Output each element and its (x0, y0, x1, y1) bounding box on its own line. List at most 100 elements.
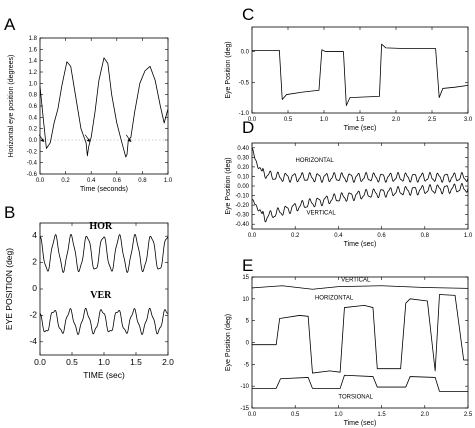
panel-e: E 0.0 0.5 1.0 1.5 2.0 2.5 -15 -10 -5 0 5 10 15 Time (s… (225, 256, 473, 427)
x-tick-label: 1.0 (320, 117, 329, 123)
y-tick-label: -0.40 (235, 222, 249, 228)
x-tick-label: 1.0 (464, 233, 473, 239)
panel-c: C 0.0 0.5 1.0 1.5 2.0 2.5 3.0 -1.0 -0.5 0.0 Time (s… (225, 5, 473, 132)
series-label: TORSIONAL (338, 394, 373, 400)
y-tick-label: 0.0 (29, 138, 38, 144)
series-line (252, 374, 468, 392)
y-tick-label: -0.2 (27, 149, 38, 155)
x-tick-label: 2.0 (162, 357, 174, 367)
y-tick-label: 0.00 (237, 184, 249, 190)
x-axis-label: Time (sec) (344, 420, 377, 427)
x-tick-label: 0.2 (61, 178, 70, 184)
x-tick-label: 2.5 (464, 412, 473, 418)
y-tick-label: 0.10 (237, 174, 249, 180)
x-tick-label: 0.8 (138, 178, 147, 184)
y-tick-label: -2 (29, 309, 37, 319)
series-label: VERTICAL (307, 211, 337, 217)
y-axis-label: Eye Position (deg) (225, 41, 232, 98)
x-tick-label: 0.5 (291, 412, 300, 418)
y-tick-label: 1.4 (29, 59, 38, 65)
y-tick-label: 0.4 (29, 115, 38, 121)
y-tick-label: -0.5 (239, 80, 250, 86)
plot-frame (251, 142, 469, 230)
series-line (252, 294, 468, 374)
y-tick-label: 0.40 (237, 146, 249, 152)
panel-letter: D (242, 118, 254, 137)
x-tick-label: 2.0 (421, 412, 430, 418)
x-tick-label: 0.5 (284, 117, 293, 123)
plot-frame (251, 26, 469, 114)
x-axis-label: TIME (sec) (83, 370, 125, 380)
x-tick-label: 1.5 (356, 117, 365, 123)
y-tick-label: 0.6 (29, 104, 38, 110)
x-tick-label: 0.8 (421, 233, 430, 239)
series-line (252, 43, 469, 107)
y-tick-label: -0.20 (235, 203, 249, 209)
y-tick-label: -10 (240, 384, 249, 390)
series-line (251, 147, 469, 183)
y-axis-label: Eye Position (deg) (225, 314, 232, 371)
x-tick-label: 0.0 (248, 412, 257, 418)
x-tick-label: 1.0 (98, 357, 110, 367)
x-tick-label: 2.0 (392, 117, 401, 123)
y-tick-label: 0 (32, 283, 37, 293)
y-tick-label: 1.0 (29, 81, 38, 87)
x-tick-label: 0.2 (291, 233, 300, 239)
x-tick-label: 0.0 (248, 233, 257, 239)
y-tick-label: 1.8 (29, 36, 38, 42)
x-tick-label: 0.6 (377, 233, 386, 239)
panel-letter: B (4, 203, 15, 222)
x-axis-label: Time (sec) (344, 125, 377, 132)
series-label: HORIZONTAL (315, 296, 354, 302)
panel-a: A 0.0 0.2 0.4 0.6 0.8 1.0 -0.6 -0.4 -0.2 0.0 0.2 0.4… (4, 15, 173, 193)
series-label: VERTICAL (341, 277, 371, 283)
y-tick-label: 0.8 (29, 93, 38, 99)
y-tick-label: 0.30 (237, 155, 249, 161)
series-label: HORIZONTAL (296, 158, 335, 164)
y-tick-label: -0.10 (235, 194, 249, 200)
x-tick-label: 0.5 (66, 357, 78, 367)
x-tick-label: 0.4 (334, 233, 343, 239)
y-tick-label: -15 (240, 406, 249, 412)
x-tick-label: 2.5 (428, 117, 437, 123)
x-tick-label: 0.0 (34, 357, 46, 367)
y-tick-label: 15 (242, 275, 249, 281)
y-tick-label: -0.4 (27, 161, 38, 167)
arrow-head (40, 138, 45, 142)
y-tick-label: 1.6 (29, 47, 38, 53)
panel-letter: C (242, 5, 254, 24)
panel-d: D0.0 0.2 0.4 0.6 0.8 1.0-0.40-0.30-0.20-0.100… (225, 118, 473, 248)
x-tick-label: 3.0 (464, 117, 473, 123)
series-label: VER (90, 290, 112, 301)
y-tick-label: 2 (32, 257, 37, 267)
series-label: HOR (89, 221, 113, 232)
y-tick-label: 10 (242, 297, 249, 303)
y-tick-label: 0.2 (29, 127, 38, 133)
y-tick-label: 5 (246, 319, 250, 325)
y-tick-label: 0.0 (241, 50, 250, 56)
series-line (251, 285, 469, 290)
y-tick-label: 0 (246, 341, 250, 347)
x-tick-label: 0.6 (113, 178, 122, 184)
arrow-head (86, 138, 91, 142)
panel-b: B 0.0 0.5 1.0 1.5 2.0 -4 -2 0 2 4 TIME (sec) EYE POS… (4, 203, 174, 380)
y-tick-label: 0.20 (237, 165, 249, 171)
y-tick-label: -4 (29, 336, 37, 346)
y-axis-label: Eye Position (deg) (225, 157, 232, 214)
series-line (251, 183, 469, 223)
series-line (39, 57, 169, 158)
series-line (39, 307, 169, 335)
panel-letter: E (242, 256, 253, 275)
y-tick-label: -0.30 (235, 213, 249, 219)
plot-frame (251, 276, 469, 409)
y-tick-label: -1.0 (239, 111, 250, 117)
y-axis-label: EYE POSITION (deg) (4, 248, 14, 330)
x-tick-label: 1.5 (377, 412, 386, 418)
x-tick-label: 0.0 (248, 117, 257, 123)
panel-letter: A (4, 15, 16, 34)
arrow-head (127, 138, 132, 142)
x-tick-label: 0.4 (87, 178, 96, 184)
x-axis-label: Time (sec) (344, 241, 377, 248)
y-tick-label: 1.2 (29, 70, 38, 76)
